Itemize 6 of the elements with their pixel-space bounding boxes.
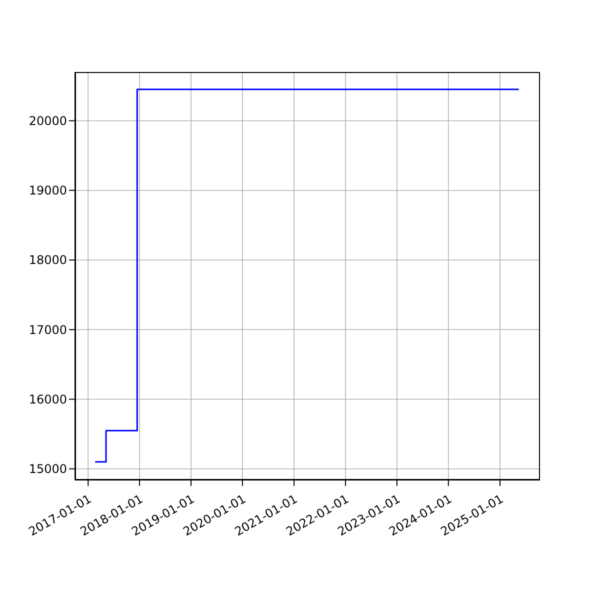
y-tick-label: 19000: [28, 184, 67, 198]
y-tick-label: 16000: [28, 392, 67, 406]
y-tick-label: 17000: [28, 322, 67, 337]
y-tick-label: 15000: [28, 462, 67, 476]
y-tick-label: 20000: [28, 114, 67, 128]
y-tick-label: 18000: [28, 253, 67, 268]
